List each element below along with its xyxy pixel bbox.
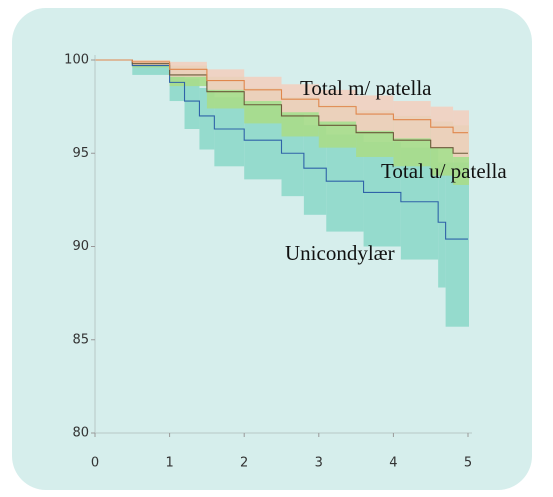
confidence-band — [244, 76, 282, 102]
survival-line — [95, 59, 468, 240]
confidence-band — [468, 110, 469, 157]
x-tick-label: 4 — [389, 456, 397, 471]
confidence-band — [184, 78, 200, 130]
confidence-band — [214, 97, 245, 167]
x-tick-label: 1 — [165, 456, 173, 471]
confidence-band — [445, 162, 468, 327]
series-label: Total m/ patella — [300, 76, 432, 100]
confidence-band — [356, 95, 394, 131]
x-tick-label: 0 — [91, 456, 99, 471]
confidence-band — [318, 89, 357, 122]
lines: Unicondylær Total u/ patella Total m/ pate… — [95, 59, 507, 265]
survival-line — [95, 59, 468, 134]
confidence-band — [281, 84, 319, 113]
y-tick-label: 100 — [64, 53, 89, 68]
y-tick-label: 80 — [72, 426, 89, 441]
confidence-band — [468, 162, 469, 327]
series-label: Total u/ patella — [381, 159, 507, 183]
y-tick-label: 85 — [72, 332, 89, 347]
confidence-band — [132, 60, 170, 66]
bands — [95, 60, 469, 327]
x-tick-label: 3 — [315, 456, 323, 471]
series-label: Unicondylær — [285, 241, 395, 265]
confidence-band — [453, 110, 468, 157]
confidence-band — [438, 162, 446, 288]
x-tick-label: 5 — [464, 456, 472, 471]
y-tick-label: 90 — [72, 239, 89, 254]
x-tick-label: 2 — [240, 456, 248, 471]
y-tick-label: 95 — [72, 146, 89, 161]
axes: 80 85 90 95 100 0 1 2 3 4 5 — [64, 53, 472, 471]
confidence-band — [206, 69, 245, 90]
